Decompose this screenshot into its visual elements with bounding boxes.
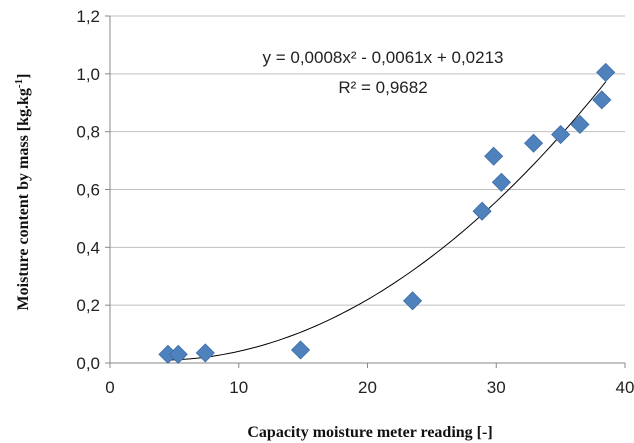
data-point bbox=[596, 62, 616, 82]
data-point bbox=[168, 344, 188, 364]
x-tick-label: 10 bbox=[229, 378, 248, 397]
data-point bbox=[551, 124, 571, 145]
x-axis-title: Capacity moisture meter reading [-] bbox=[247, 424, 492, 441]
data-point bbox=[195, 343, 215, 363]
data-point bbox=[472, 201, 492, 221]
data-point bbox=[570, 114, 590, 135]
x-tick-labels: 0 10 20 30 40 bbox=[105, 378, 634, 397]
y-tick-label: 0,4 bbox=[76, 238, 100, 257]
data-point bbox=[524, 133, 544, 153]
data-point bbox=[592, 90, 612, 110]
data-point bbox=[402, 291, 423, 311]
axes bbox=[105, 15, 626, 368]
y-tick-label: 0,6 bbox=[76, 181, 100, 200]
x-tick-label: 20 bbox=[358, 378, 377, 397]
trendline bbox=[167, 81, 607, 361]
data-point bbox=[491, 172, 511, 192]
y-tick-label: 0,8 bbox=[76, 123, 100, 142]
data-point bbox=[290, 340, 311, 360]
r-squared-label: R² = 0,9682 bbox=[338, 78, 427, 97]
y-tick-label: 1,0 bbox=[76, 65, 100, 84]
y-axis-title-main: Moisture content by mass [kg.kg bbox=[15, 88, 32, 310]
y-tick-label: 0,2 bbox=[76, 296, 100, 315]
y-tick-labels: 0,0 0,2 0,4 0,6 0,8 1,0 1,2 bbox=[76, 7, 100, 373]
x-tick-label: 40 bbox=[616, 378, 634, 397]
x-tick-label: 0 bbox=[105, 378, 114, 397]
y-tick-label: 0,0 bbox=[76, 354, 100, 373]
y-tick-label: 1,2 bbox=[76, 7, 100, 26]
data-point bbox=[484, 146, 504, 166]
data-points bbox=[158, 62, 616, 364]
grid-lines bbox=[110, 15, 625, 306]
x-tick-label: 30 bbox=[487, 378, 506, 397]
trendline-equation: y = 0,0008x² - 0,0061x + 0,0213 bbox=[262, 48, 503, 67]
y-axis-title: Moisture content by mass [kg.kg-1] bbox=[13, 74, 32, 311]
y-axis-title-sup: -1 bbox=[13, 79, 25, 88]
y-axis-title-end: ] bbox=[15, 74, 32, 79]
